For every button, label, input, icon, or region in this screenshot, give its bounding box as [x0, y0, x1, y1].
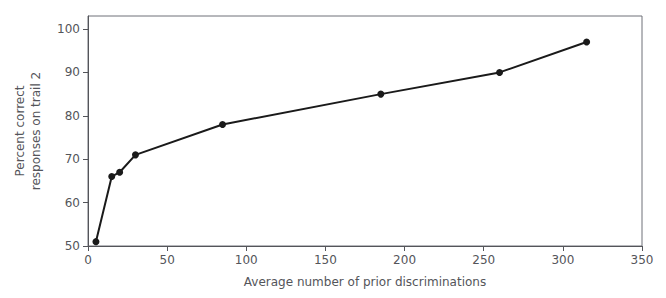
- svg-text:Percent correct: Percent correct: [13, 85, 27, 176]
- svg-text:80: 80: [65, 109, 80, 123]
- svg-text:300: 300: [551, 253, 574, 267]
- svg-text:70: 70: [65, 152, 80, 166]
- svg-text:50: 50: [65, 239, 80, 253]
- svg-text:100: 100: [57, 22, 80, 36]
- svg-text:90: 90: [65, 65, 80, 79]
- svg-text:0: 0: [84, 253, 92, 267]
- svg-text:responses on trail 2: responses on trail 2: [29, 72, 43, 190]
- svg-text:250: 250: [472, 253, 495, 267]
- svg-text:200: 200: [393, 253, 416, 267]
- svg-text:Average number of prior discri: Average number of prior discriminations: [244, 275, 486, 289]
- svg-text:350: 350: [631, 253, 654, 267]
- svg-text:50: 50: [160, 253, 175, 267]
- svg-text:150: 150: [314, 253, 337, 267]
- svg-text:100: 100: [235, 253, 258, 267]
- svg-text:60: 60: [65, 196, 80, 210]
